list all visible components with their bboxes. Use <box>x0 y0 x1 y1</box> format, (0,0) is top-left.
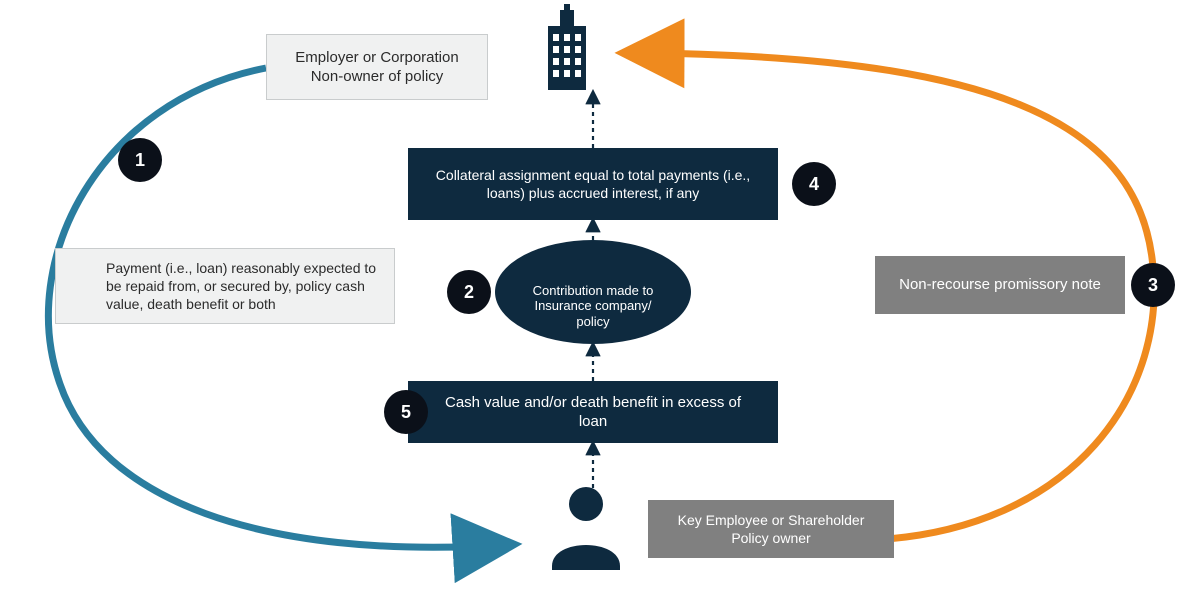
employer-line2: Non-owner of policy <box>311 67 444 87</box>
badge-4: 4 <box>792 162 836 206</box>
key-employee-box: Key Employee or Shareholder Policy owner <box>648 500 894 558</box>
payment-box: Payment (i.e., loan) reasonably expected… <box>55 248 395 324</box>
badge-3: 3 <box>1131 263 1175 307</box>
document-icon <box>582 250 606 278</box>
contrib-line2: Insurance company/ <box>534 298 651 314</box>
employer-box: Employer or Corporation Non-owner of pol… <box>266 34 488 100</box>
contribution-ellipse: Contribution made to Insurance company/ … <box>495 276 691 336</box>
collateral-box: Collateral assignment equal to total pay… <box>408 148 778 220</box>
promissory-box: Non-recourse promissory note <box>875 256 1125 314</box>
badge-1-label: 1 <box>135 150 145 171</box>
promissory-text: Non-recourse promissory note <box>899 275 1101 295</box>
badge-4-label: 4 <box>809 174 819 195</box>
employer-line1: Employer or Corporation <box>295 48 458 68</box>
collateral-text: Collateral assignment equal to total pay… <box>434 166 752 202</box>
contrib-line3: policy <box>576 314 609 330</box>
cashvalue-box: Cash value and/or death benefit in exces… <box>408 381 778 443</box>
badge-3-label: 3 <box>1148 275 1158 296</box>
cashvalue-text: Cash value and/or death benefit in exces… <box>444 393 742 432</box>
badge-2-label: 2 <box>464 282 474 303</box>
badge-5: 5 <box>384 390 428 434</box>
building-icon <box>548 4 586 90</box>
keyemp-line1: Key Employee or Shareholder <box>678 511 865 529</box>
payment-text: Payment (i.e., loan) reasonably expected… <box>106 259 384 314</box>
badge-1: 1 <box>118 138 162 182</box>
contrib-line1: Contribution made to <box>533 283 654 299</box>
badge-2: 2 <box>447 270 491 314</box>
keyemp-line2: Policy owner <box>731 529 810 547</box>
badge-5-label: 5 <box>401 402 411 423</box>
person-icon <box>552 487 620 570</box>
